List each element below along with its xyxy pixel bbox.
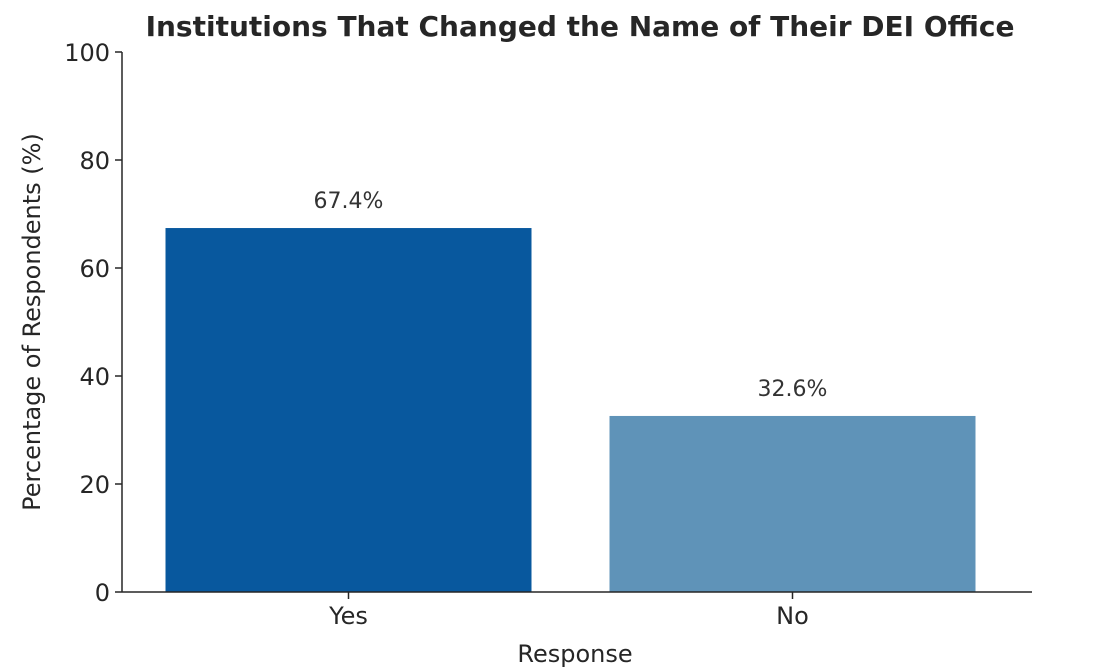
y-tick-label-80: 80 — [79, 147, 110, 175]
y-tick-label-20: 20 — [79, 471, 110, 499]
data-label-no: 32.6% — [758, 377, 828, 402]
x-tick-label-yes: Yes — [328, 602, 368, 630]
y-tick-label-100: 100 — [64, 39, 110, 67]
y-tick-label-60: 60 — [79, 255, 110, 283]
y-axis-label: Percentage of Respondents (%) — [18, 133, 46, 511]
chart-title: Institutions That Changed the Name of Th… — [146, 10, 1015, 43]
x-axis-label: Response — [517, 640, 632, 668]
data-label-yes: 67.4% — [314, 189, 384, 214]
y-tick-label-0: 0 — [95, 579, 110, 607]
plot-area: 67.4% Yes 32.6% No 0 20 40 60 80 100 — [64, 39, 1032, 630]
x-tick-label-no: No — [776, 602, 809, 630]
bar-no — [609, 415, 976, 592]
bar-yes — [165, 228, 532, 593]
y-tick-label-40: 40 — [79, 363, 110, 391]
